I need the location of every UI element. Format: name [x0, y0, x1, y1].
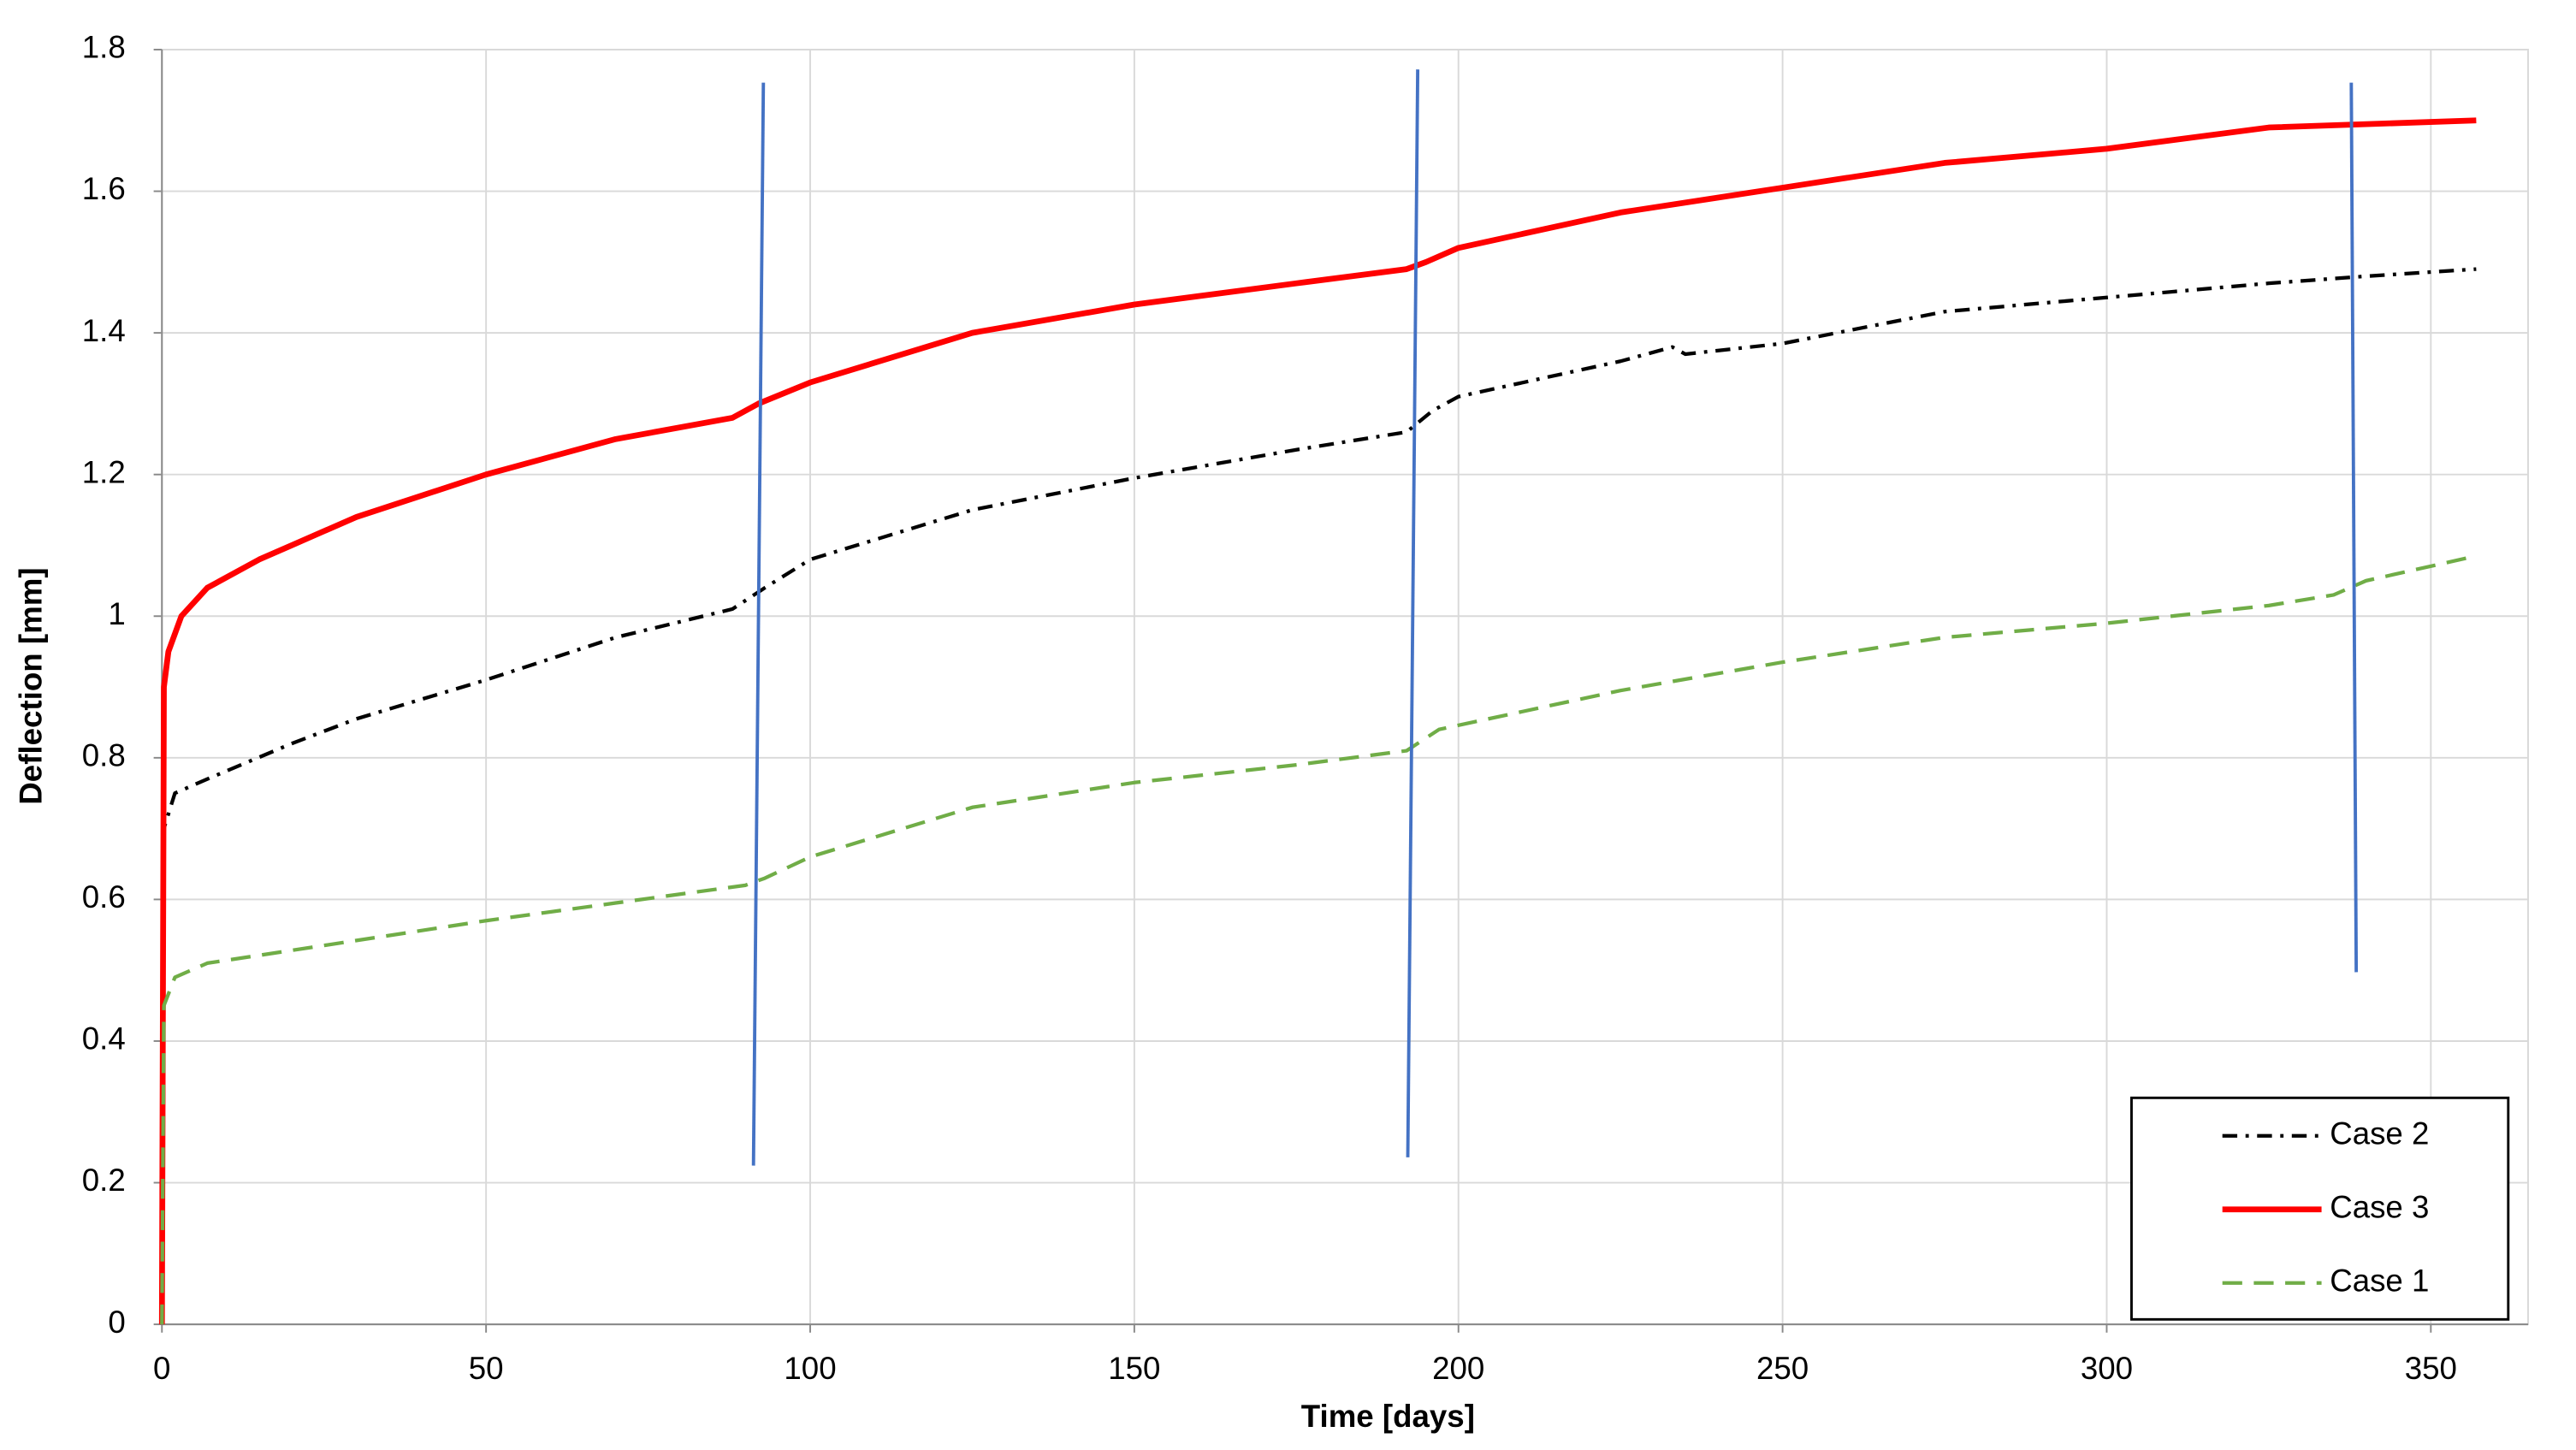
plot-lines: [158, 117, 2477, 1325]
annotation-line: [751, 82, 766, 1166]
x-tick-label: 250: [1756, 1351, 1809, 1386]
y-tick-label: 0.6: [82, 879, 126, 914]
x-tick-label: 100: [784, 1351, 836, 1386]
x-axis-title: Time [days]: [1301, 1399, 1475, 1434]
y-tick-label: 0.2: [82, 1163, 126, 1198]
legend: Case 2 Case 3 Case 1: [2130, 1096, 2510, 1321]
x-tick-label: 200: [1432, 1351, 1484, 1386]
y-tick-label: 0.4: [82, 1021, 126, 1056]
y-tick-label: 1.8: [82, 30, 126, 65]
series-line: [160, 267, 2477, 1325]
y-tick-label: 1.2: [82, 454, 126, 489]
legend-label: Case 3: [2330, 1189, 2429, 1224]
series-line: [158, 117, 2477, 1325]
y-tick-label: 0.8: [82, 738, 126, 773]
x-tick-label: 150: [1108, 1351, 1160, 1386]
x-tick-label: 350: [2405, 1351, 2457, 1386]
y-axis-title: Deflection [mm]: [13, 567, 48, 804]
legend-label: Case 1: [2330, 1263, 2429, 1298]
legend-label: Case 2: [2330, 1116, 2429, 1151]
annotation-line: [2349, 82, 2359, 973]
series-line: [160, 553, 2477, 1325]
grid: 0 0.2 0.4 0.6 0.8 1 1.2 1.4 1.6 1.8 0 50 100 150 200 25…: [82, 30, 2529, 1386]
y-tick-label: 0: [108, 1305, 125, 1340]
annotation-line: [1406, 69, 1420, 1157]
x-tick-label: 0: [153, 1351, 170, 1386]
y-tick-label: 1: [108, 596, 125, 631]
y-tick-label: 1.4: [82, 313, 126, 348]
x-tick-label: 50: [469, 1351, 504, 1386]
y-tick-label: 1.6: [82, 171, 126, 206]
x-tick-label: 300: [2081, 1351, 2133, 1386]
